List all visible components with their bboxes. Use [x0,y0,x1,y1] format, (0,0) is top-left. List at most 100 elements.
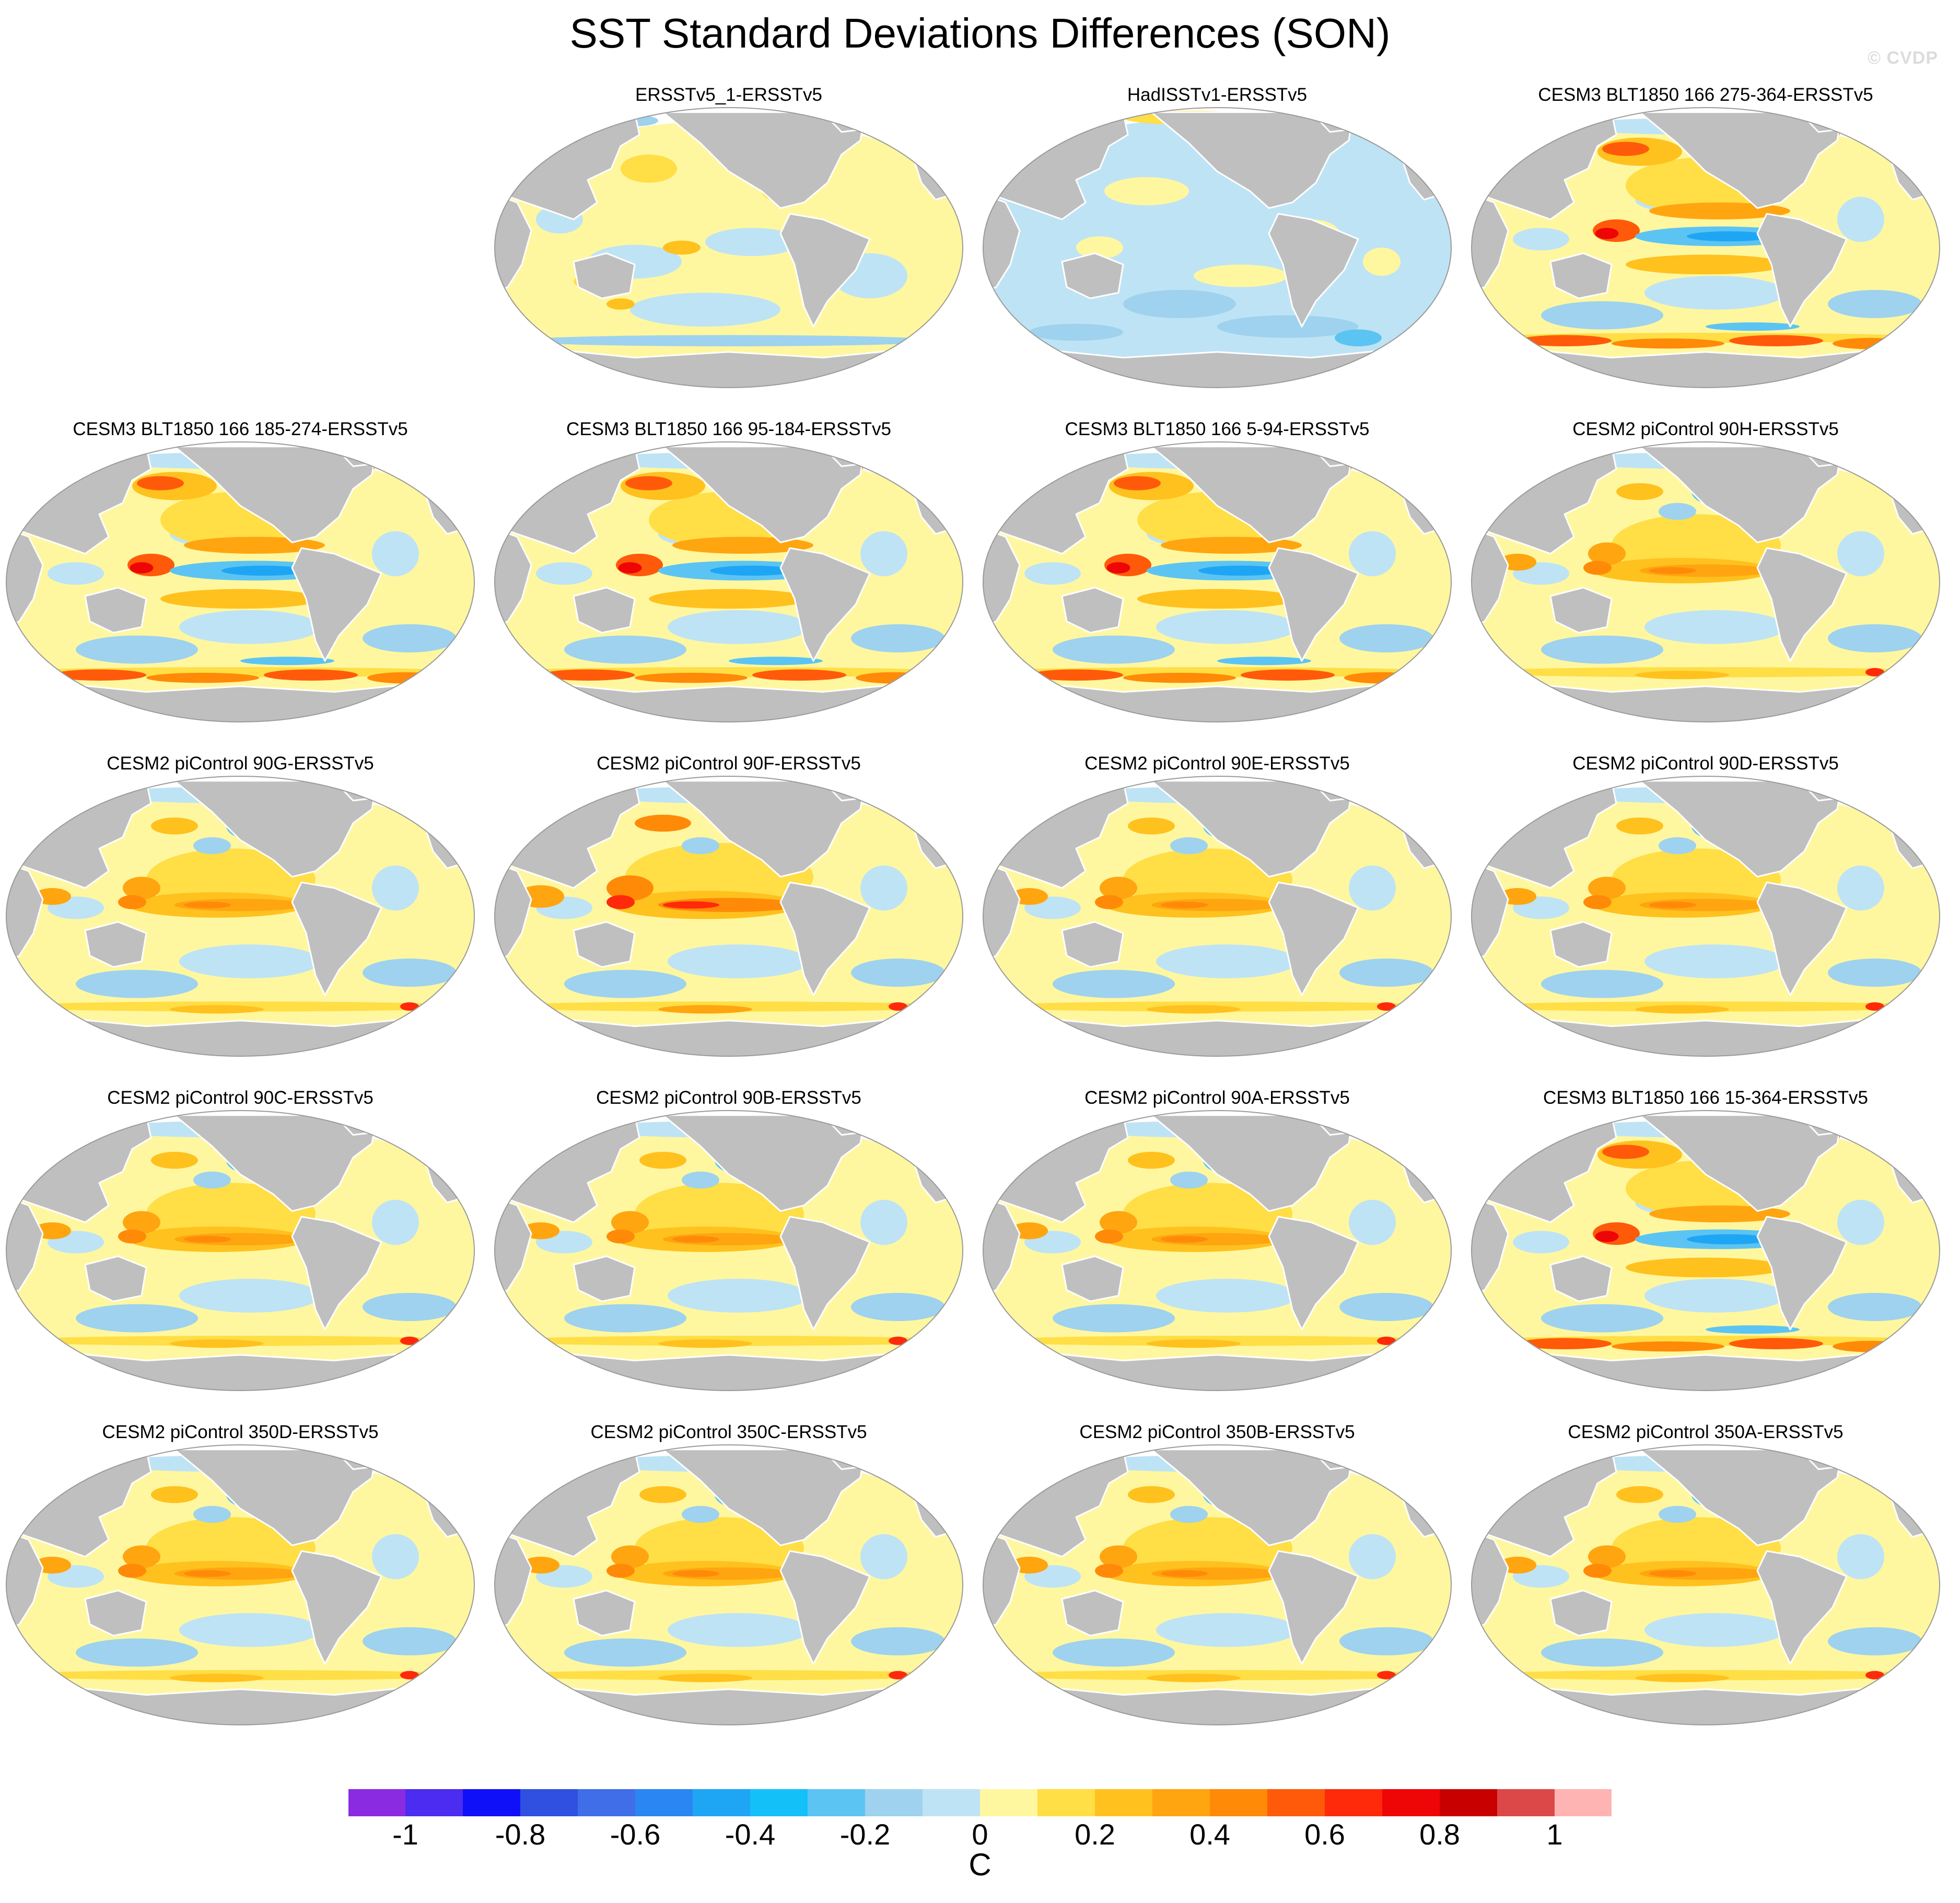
sst-anomaly-region [1828,1627,1922,1655]
land-africa [6,861,44,962]
sst-anomaly-region [1588,542,1626,565]
map-panel: CESM3 BLT1850 166 275-364-ERSSTv5 [1471,84,1941,397]
sst-anomaly-region [184,1570,231,1577]
land-africa [6,527,44,628]
sst-anomaly-region [625,476,672,491]
map-panel: CESM2 piControl 90D-ERSSTv5 [1471,752,1941,1066]
map-panel: CESM2 piControl 350D-ERSSTv5 [5,1421,475,1734]
map-outline [494,1444,963,1725]
land-sam [779,1550,871,1665]
sst-anomaly-region [682,837,719,855]
sst-anomaly-region [1532,111,1560,120]
sst-anomaly-region [1644,1279,1786,1313]
map-panel: CESM2 piControl 350C-ERSSTv5 [494,1421,964,1734]
world-map [6,1444,475,1725]
panel-title: CESM2 piControl 350C-ERSSTv5 [590,1422,867,1442]
sst-anomaly-region [170,1339,264,1348]
sst-anomaly-region [1706,1325,1800,1334]
sst-anomaly-region [889,1671,907,1679]
map-outline [1471,1444,1940,1725]
sst-anomaly-region [1156,610,1297,644]
panel-title: CESM2 piControl 90H-ERSSTv5 [1572,419,1839,439]
sst-anomaly-region [76,1638,198,1667]
sst-anomaly-region [1828,1293,1922,1321]
sst-anomaly-region [1729,1338,1823,1349]
sst-anomaly-region [123,1211,160,1234]
panel-title: CESM3 BLT1850 166 15-364-ERSSTv5 [1543,1088,1868,1108]
sst-anomaly-region [1612,338,1724,349]
world-map [494,1110,963,1391]
sst-anomaly-region [48,562,104,585]
sst-anomaly-region [851,1627,945,1655]
land-antarctica [6,1685,474,1725]
land-australia [573,587,636,634]
sst-anomaly-region [1649,567,1696,574]
land-australia [1061,1590,1124,1637]
sst-anomaly-region [1644,944,1786,978]
land-antarctica [495,1351,963,1391]
colorbar-tick-label: 0.6 [1304,1818,1345,1846]
world-map [1471,1444,1940,1725]
sst-anomaly-region [860,1199,907,1245]
sst-anomaly-region [372,865,419,911]
colorbar-tick-label: -0.2 [840,1818,891,1846]
sst-anomaly-region [860,865,907,911]
sst-anomaly-region [668,1279,809,1313]
colorbar-tick-label: 0 [972,1818,988,1846]
sst-anomaly-region [76,1304,198,1333]
sst-anomaly-region [658,1005,752,1014]
land-sam [291,1216,382,1330]
sst-anomaly-region [889,1336,907,1345]
sst-anomaly-region [264,669,358,681]
sst-anomaly-region [1602,1145,1649,1159]
sst-anomaly-region [160,589,320,609]
map-panel: HadISSTv1-ERSSTv5 [982,84,1452,397]
sst-anomaly-region [1687,1234,1771,1245]
sst-anomaly-region [1583,561,1612,575]
sst-anomaly-region [1837,531,1884,577]
map-outline [1471,107,1940,388]
sst-anomaly-region [752,669,846,681]
sst-anomaly-region [151,1152,198,1169]
land-sam [1268,1550,1359,1665]
land-sam [779,1216,871,1330]
land-africa [1472,193,1509,294]
world-map [1471,441,1940,722]
sst-anomaly-region [76,970,198,998]
sst-anomaly-region [564,970,686,998]
colorbar-swatch [980,1789,1037,1817]
land-australia [1549,252,1613,299]
land-sam [1756,1216,1848,1330]
sst-anomaly-region [672,1235,719,1243]
sst-anomaly-region [221,565,306,576]
land-australia [1549,587,1613,634]
sst-anomaly-region [663,240,701,255]
sst-anomaly-region [658,1674,752,1683]
sst-anomaly-region [1363,248,1401,276]
sst-anomaly-region [146,672,259,683]
panel-title: CESM2 piControl 90C-ERSSTv5 [107,1088,374,1108]
sst-anomaly-region [1828,959,1922,987]
land-africa [6,1530,44,1631]
land-australia [84,921,147,968]
sst-anomaly-region [1644,1613,1786,1647]
sst-anomaly-region [1837,196,1884,242]
sst-anomaly-region [517,335,940,346]
panel-title: CESM3 BLT1850 166 5-94-ERSSTv5 [1065,419,1370,439]
sst-anomaly-region [1377,1336,1396,1345]
colorbar-swatch [635,1789,693,1817]
sst-anomaly-region [1147,1674,1241,1683]
sst-anomaly-region [1828,290,1922,318]
sst-anomaly-region [1043,445,1071,454]
world-map [6,1110,475,1391]
sst-anomaly-region [151,1486,198,1503]
land-africa [495,861,532,962]
sst-anomaly-region [1335,329,1382,346]
colorbar-swatch [1267,1789,1325,1817]
sst-anomaly-region [1659,503,1696,520]
land-africa [983,527,1021,628]
land-antarctica [983,348,1451,388]
sst-anomaly-region [1541,1304,1663,1333]
land-antarctica [6,1351,474,1391]
sst-anomaly-region [1156,1279,1297,1313]
